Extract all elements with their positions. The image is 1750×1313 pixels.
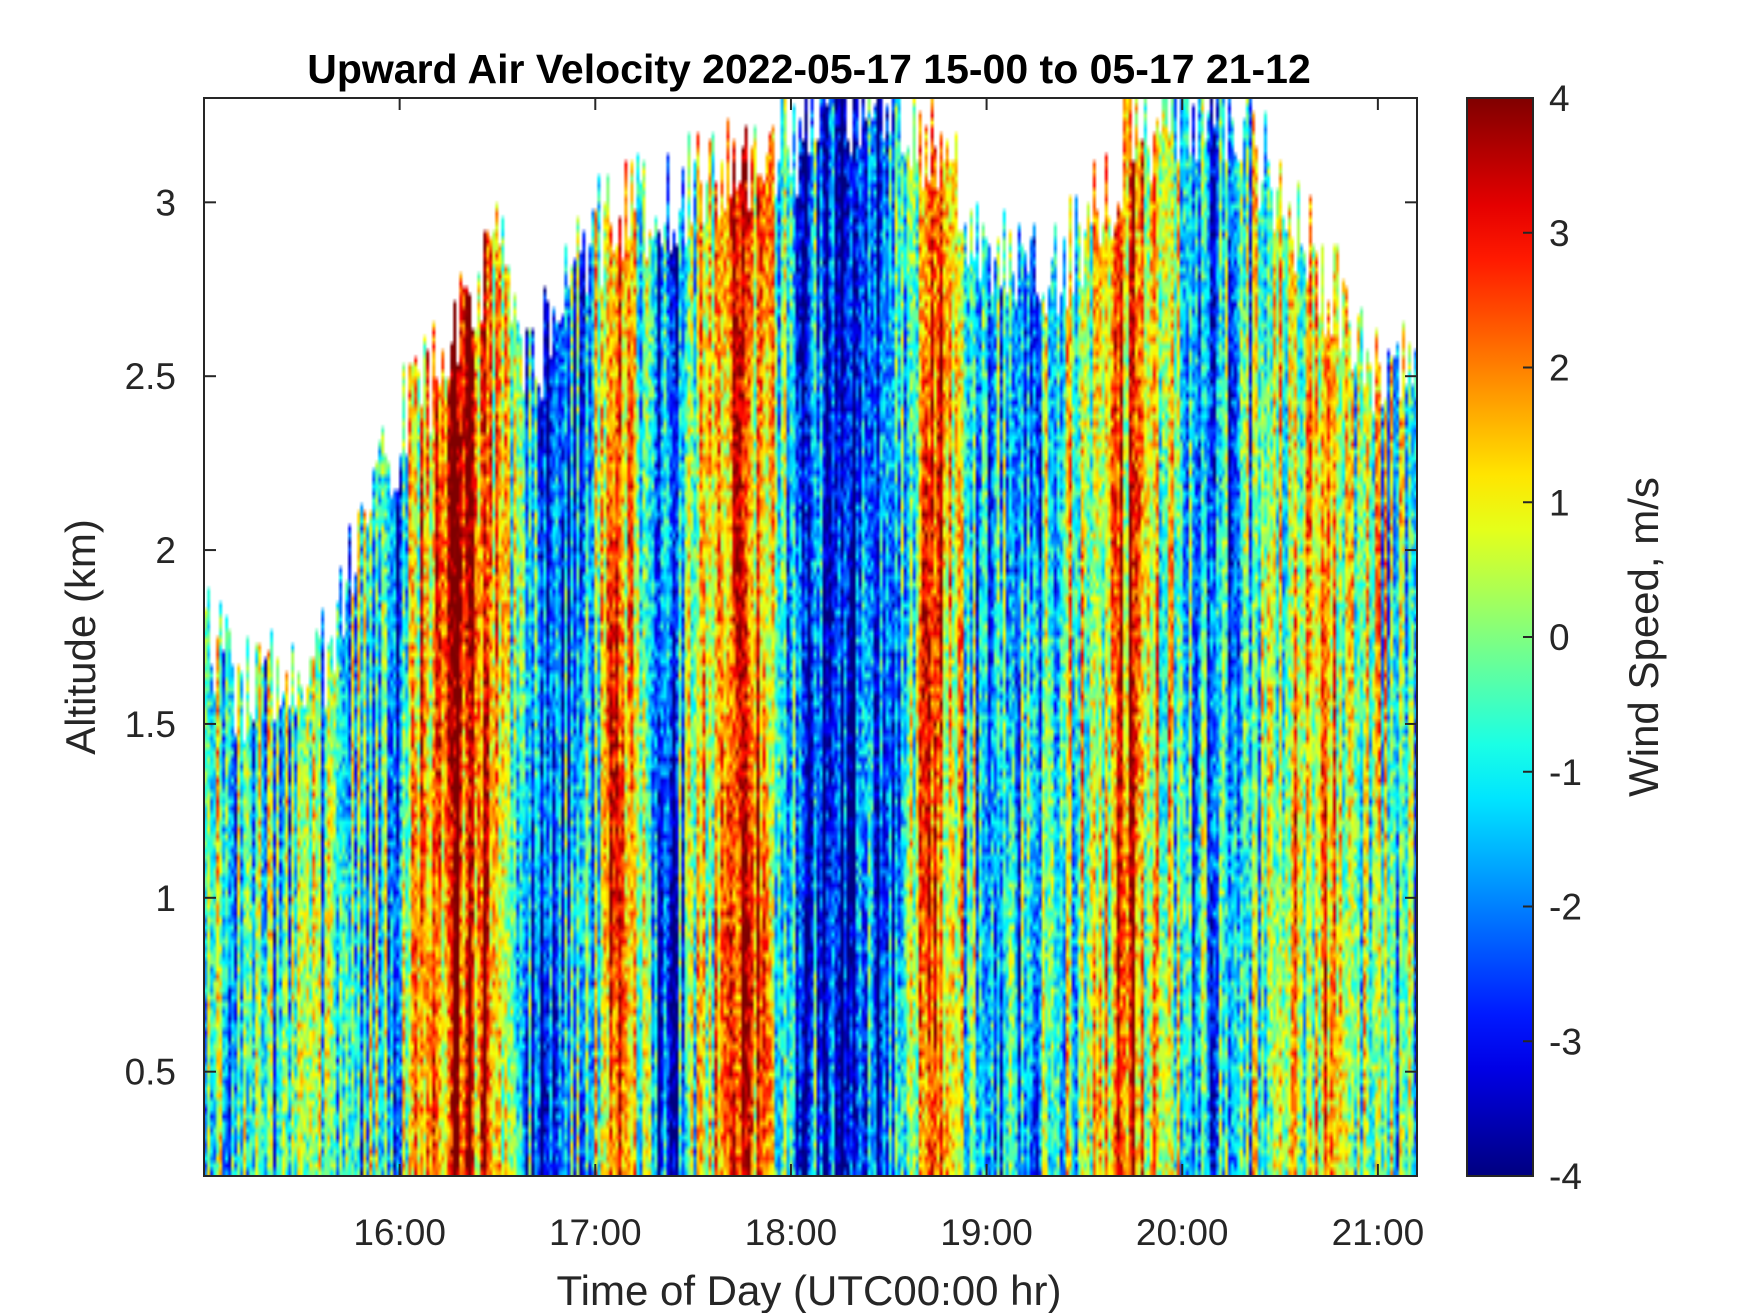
colorbar-tick-label: 3	[1549, 213, 1570, 254]
colorbar: 4 3 2 1 0 -1 -2 -3 -4	[1466, 78, 1582, 1197]
y-tick-label: 3	[155, 182, 176, 223]
colorbar-tick-label: -1	[1549, 752, 1582, 793]
x-tick-label: 20:00	[1136, 1212, 1229, 1253]
heatmap-image	[204, 98, 1417, 1176]
y-tick-label: 1.5	[125, 704, 176, 745]
x-tick-label: 17:00	[549, 1212, 642, 1253]
colorbar-tick-label: -3	[1549, 1021, 1582, 1062]
x-axis-label: Time of Day (UTC00:00 hr)	[557, 1267, 1062, 1313]
x-axis: 16:00 17:00 18:00 19:00 20:00 21:00	[353, 98, 1424, 1253]
colorbar-gradient	[1466, 97, 1534, 1177]
y-tick-label: 0.5	[125, 1052, 176, 1093]
x-tick-label: 19:00	[940, 1212, 1033, 1253]
colorbar-tick-label: 2	[1549, 348, 1570, 389]
colorbar-tick-label: 1	[1549, 482, 1570, 523]
x-tick-label: 18:00	[745, 1212, 838, 1253]
colorbar-tick-label: -2	[1549, 887, 1582, 928]
colorbar-tick-label: -4	[1549, 1156, 1582, 1197]
colorbar-label: Wind Speed, m/s	[1620, 477, 1667, 797]
x-tick-label: 21:00	[1332, 1212, 1425, 1253]
y-tick-label: 2	[155, 530, 176, 571]
y-axis-label: Altitude (km)	[57, 519, 104, 755]
heatmap-area	[204, 98, 1417, 1176]
y-tick-label: 2.5	[125, 356, 176, 397]
plot-frame	[203, 97, 1418, 1177]
colorbar-tick-label: 0	[1549, 617, 1570, 658]
x-tick-label: 16:00	[353, 1212, 446, 1253]
y-axis: 0.5 1 1.5 2 2.5 3	[125, 182, 1417, 1093]
y-tick-label: 1	[155, 878, 176, 919]
chart-title: Upward Air Velocity 2022-05-17 15-00 to …	[307, 46, 1311, 92]
colorbar-tick-label: 4	[1549, 78, 1570, 119]
